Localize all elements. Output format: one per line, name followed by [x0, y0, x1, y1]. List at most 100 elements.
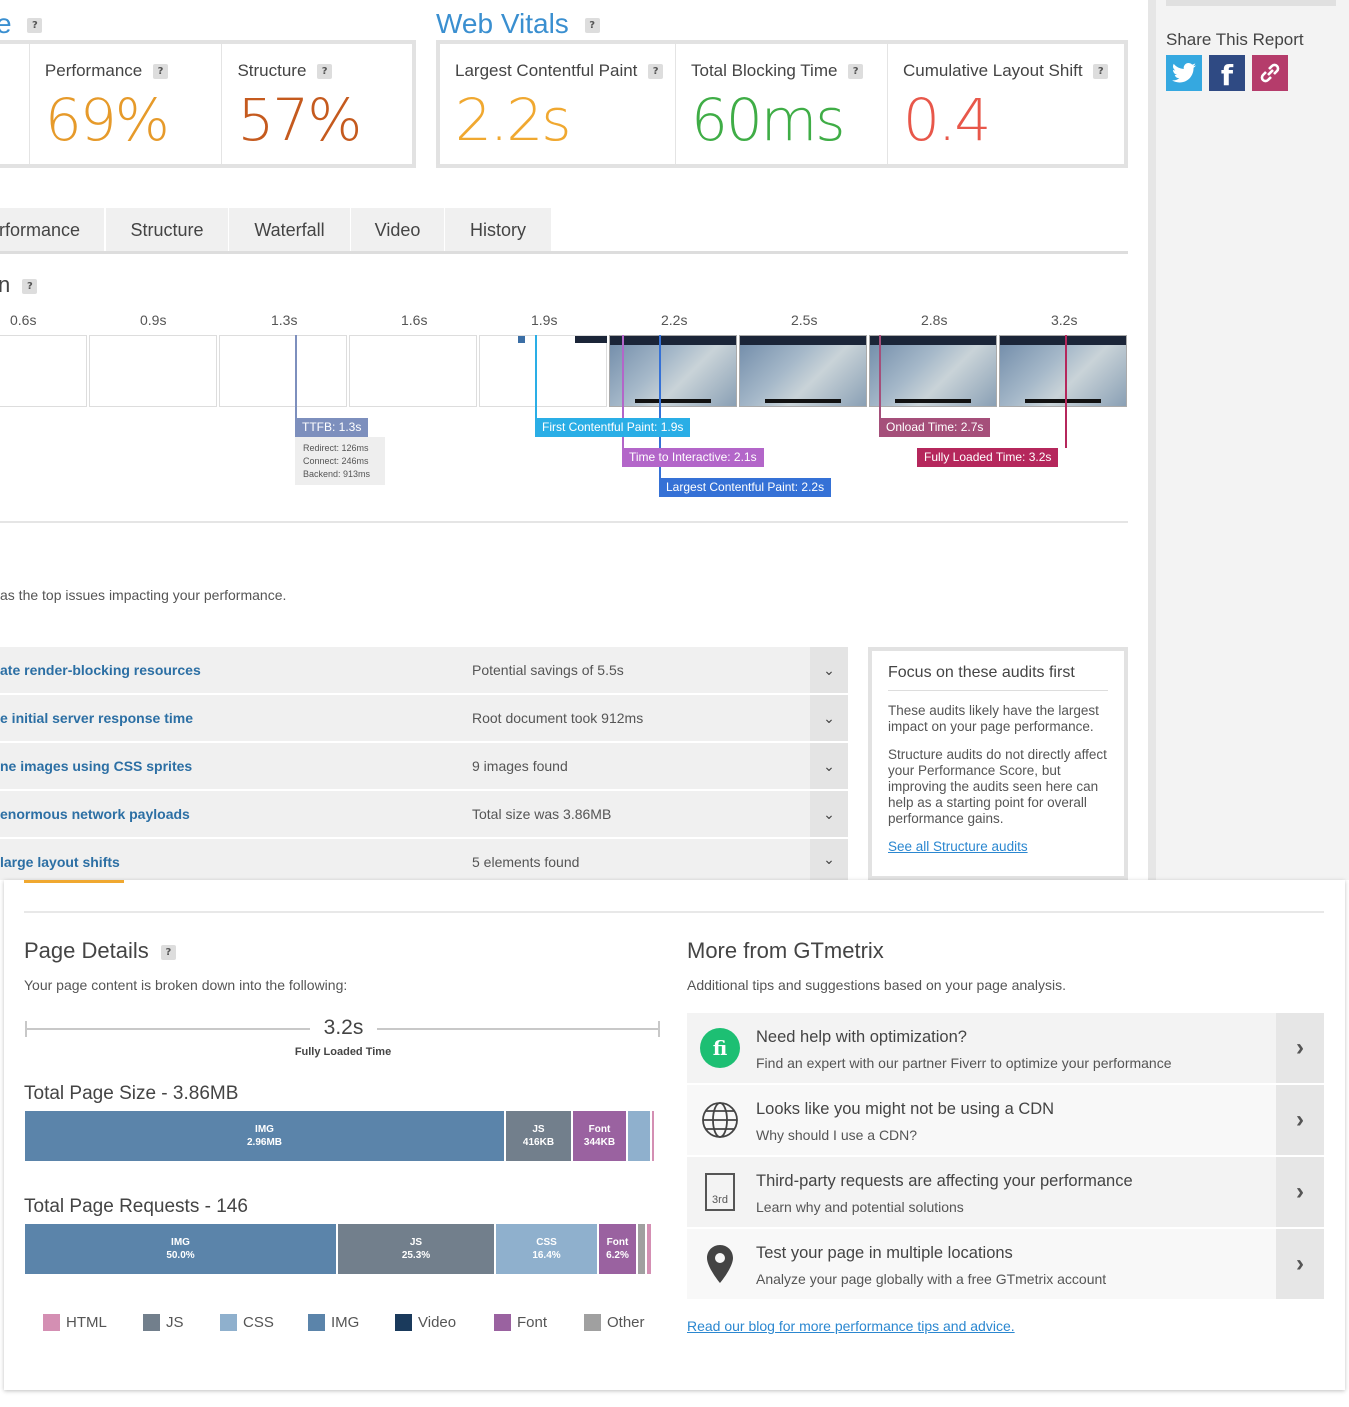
tab-waterfall[interactable]: Waterfall	[229, 208, 351, 253]
audit-name[interactable]: enormous network payloads	[0, 806, 190, 822]
audit-name[interactable]: large layout shifts	[0, 854, 120, 870]
audit-name[interactable]: ate render-blocking resources	[0, 662, 201, 678]
fcp-marker[interactable]: First Contentful Paint: 1.9s	[535, 418, 691, 437]
panel-divider	[24, 911, 1324, 913]
help-icon[interactable]: ?	[1093, 64, 1109, 80]
facebook-icon: f	[1220, 58, 1234, 92]
chevron-down-icon[interactable]: ⌄	[810, 743, 848, 789]
timeline-tick: 1.9s	[531, 312, 558, 328]
audit-row[interactable]: enormous network payloads Total size was…	[0, 791, 848, 837]
size-bar-segment[interactable]	[652, 1111, 654, 1161]
onload-marker[interactable]: Onload Time: 2.7s	[879, 418, 991, 437]
fcp-marker-line	[535, 335, 537, 418]
tab-history[interactable]: History	[445, 208, 552, 253]
focus-text: Structure audits do not directly affect …	[888, 747, 1107, 826]
more-item-third-party[interactable]: 3rd Third-party requests are affecting y…	[687, 1157, 1324, 1227]
chevron-right-icon[interactable]: ›	[1276, 1013, 1324, 1083]
audit-value: 5 elements found	[472, 854, 580, 870]
filmstrip-frame[interactable]	[219, 335, 347, 407]
audit-row[interactable]: ate render-blocking resources Potential …	[0, 647, 848, 693]
audit-value: 9 images found	[472, 758, 568, 774]
timeline-tick: 1.6s	[401, 312, 428, 328]
legend-html: HTML	[43, 1314, 107, 1331]
copy-link-button[interactable]	[1252, 55, 1288, 91]
help-icon[interactable]: ?	[22, 278, 38, 294]
audit-value: Root document took 912ms	[472, 710, 644, 726]
filmstrip-frame[interactable]	[479, 335, 607, 407]
more-item-fiverr[interactable]: fi Need help with optimization? Find an …	[687, 1013, 1324, 1083]
twitter-share-button[interactable]	[1166, 55, 1202, 91]
more-item-locations[interactable]: Test your page in multiple locations Ana…	[687, 1229, 1324, 1299]
chevron-down-icon[interactable]: ⌄	[810, 695, 848, 741]
web-vitals-box: Largest Contentful Paint ? 2.2s Total Bl…	[436, 40, 1128, 168]
structure-score: Structure ? 57%	[237, 61, 362, 154]
cls-value: 0.4	[903, 86, 991, 154]
legend-js: JS	[143, 1314, 184, 1331]
legend-other: Other	[584, 1314, 645, 1331]
request-bar-segment[interactable]	[638, 1224, 645, 1274]
audit-name[interactable]: e initial server response time	[0, 710, 193, 726]
ttfb-marker[interactable]: TTFB: 1.3s	[295, 418, 369, 437]
chevron-down-icon[interactable]: ⌄	[810, 647, 848, 693]
audit-name[interactable]: ne images using CSS sprites	[0, 758, 193, 774]
sidebar	[1148, 0, 1349, 880]
filmstrip-frame[interactable]	[0, 335, 87, 407]
audit-row[interactable]: large layout shifts 5 elements found ⌄	[0, 839, 848, 880]
legend-img: IMG	[308, 1314, 359, 1331]
size-bar-segment[interactable]: Font 344KB	[573, 1111, 626, 1161]
page-details-title: Page Details ?	[24, 938, 176, 964]
help-icon[interactable]: ?	[848, 64, 864, 80]
size-bar-segment[interactable]	[628, 1111, 650, 1161]
filmstrip-screenshot[interactable]	[609, 335, 737, 407]
help-icon[interactable]: ?	[584, 18, 600, 34]
more-item-cdn[interactable]: Looks like you might not be using a CDN …	[687, 1085, 1324, 1155]
filmstrip-frame[interactable]	[349, 335, 477, 407]
share-title: Share This Report	[1166, 30, 1304, 49]
lcp-marker[interactable]: Largest Contentful Paint: 2.2s	[659, 478, 832, 497]
fiverr-icon: fi	[700, 1028, 740, 1068]
filmstrip-screenshot[interactable]	[999, 335, 1127, 407]
tab-performance[interactable]: rformance	[0, 208, 105, 253]
chevron-down-icon[interactable]: ⌄	[810, 791, 848, 837]
size-bar-segment[interactable]: JS 416KB	[506, 1111, 571, 1161]
legend-font: Font	[494, 1314, 547, 1331]
audit-row[interactable]: ne images using CSS sprites 9 images fou…	[0, 743, 848, 789]
blog-link[interactable]: Read our blog for more performance tips …	[687, 1318, 1015, 1334]
audit-row[interactable]: e initial server response time Root docu…	[0, 695, 848, 741]
third-party-icon: 3rd	[700, 1172, 740, 1212]
filmstrip-frame[interactable]	[89, 335, 217, 407]
chevron-down-icon[interactable]: ⌄	[810, 839, 848, 880]
request-bar-segment[interactable]	[647, 1224, 651, 1274]
audit-value: Total size was 3.86MB	[472, 806, 612, 822]
chevron-right-icon[interactable]: ›	[1276, 1085, 1324, 1155]
help-icon[interactable]: ?	[27, 18, 43, 34]
more-subtitle: Additional tips and suggestions based on…	[687, 977, 1067, 993]
fully-loaded-marker-line	[1065, 335, 1067, 448]
lcp-value: 2.2s	[455, 86, 571, 154]
filmstrip-screenshot[interactable]	[739, 335, 867, 407]
facebook-share-button[interactable]: f	[1209, 55, 1245, 92]
request-bar-segment[interactable]: JS 25.3%	[338, 1224, 494, 1274]
tab-video[interactable]: Video	[351, 208, 445, 253]
request-bar-segment[interactable]: CSS 16.4%	[496, 1224, 597, 1274]
chevron-right-icon[interactable]: ›	[1276, 1229, 1324, 1299]
request-bar-segment[interactable]: Font 6.2%	[599, 1224, 636, 1274]
filmstrip-screenshot[interactable]	[869, 335, 997, 407]
audit-value: Potential savings of 5.5s	[472, 662, 624, 678]
help-icon[interactable]: ?	[648, 64, 664, 80]
see-all-structure-audits-link[interactable]: See all Structure audits	[888, 839, 1028, 854]
timeline-tick: 0.6s	[10, 312, 37, 328]
fully-loaded-marker[interactable]: Fully Loaded Time: 3.2s	[917, 448, 1059, 467]
help-icon[interactable]: ?	[152, 64, 168, 80]
chevron-right-icon[interactable]: ›	[1276, 1157, 1324, 1227]
size-bar-segment[interactable]: IMG 2.96MB	[25, 1111, 504, 1161]
request-bar-segment[interactable]: IMG 50.0%	[25, 1224, 336, 1274]
total-page-size-title: Total Page Size - 3.86MB	[24, 1083, 239, 1104]
tti-marker[interactable]: Time to Interactive: 2.1s	[622, 448, 764, 467]
timeline-tick: 3.2s	[1051, 312, 1078, 328]
tab-structure[interactable]: Structure	[106, 208, 229, 253]
location-pin-icon	[700, 1244, 740, 1284]
help-icon[interactable]: ?	[317, 64, 333, 80]
help-icon[interactable]: ?	[160, 944, 176, 960]
ttfb-marker-line	[295, 335, 297, 418]
